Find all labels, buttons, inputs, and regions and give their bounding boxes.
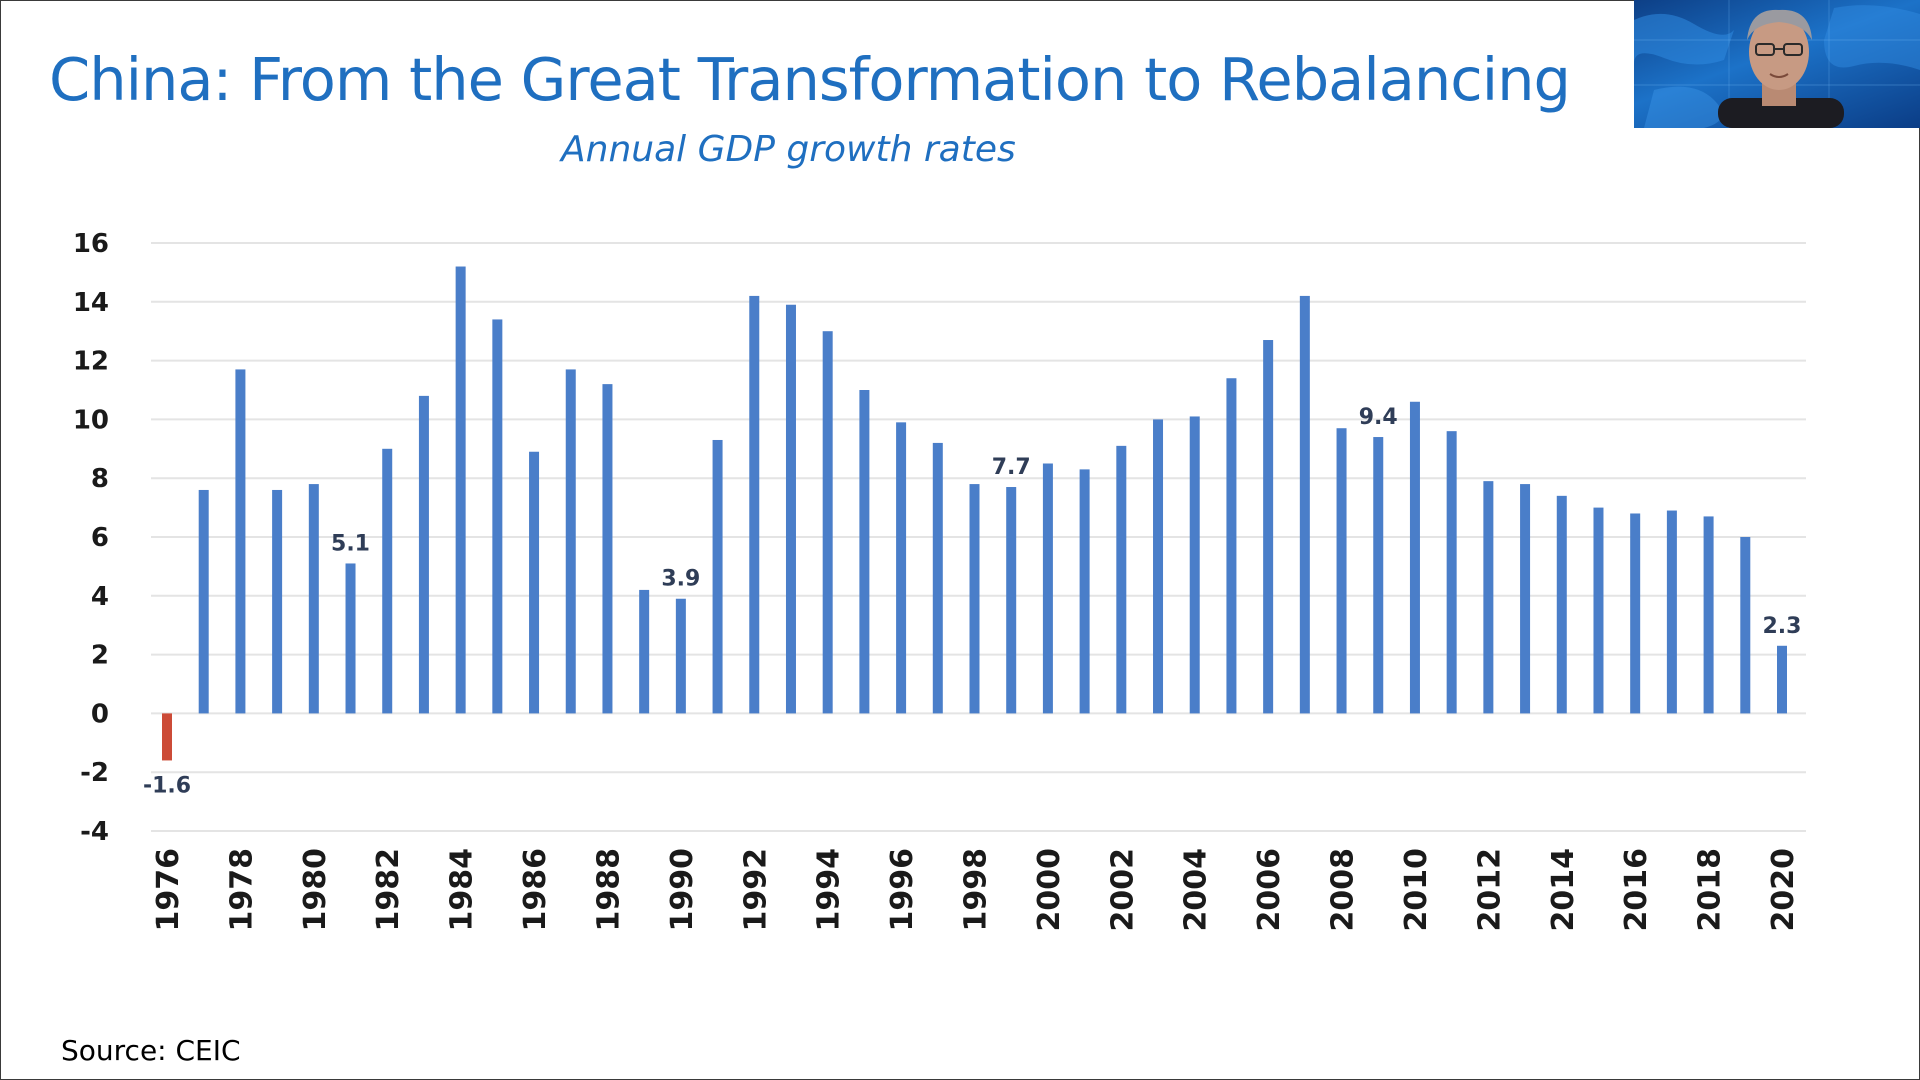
bar-2014 xyxy=(1556,495,1567,714)
y-tick-label: -4 xyxy=(80,817,109,847)
bar-2018 xyxy=(1703,516,1714,714)
data-label-1990: 3.9 xyxy=(661,567,700,592)
x-tick-label: 1998 xyxy=(959,848,994,932)
bar-1977 xyxy=(198,489,209,714)
data-label-1999: 7.7 xyxy=(992,455,1031,480)
bar-2008 xyxy=(1336,428,1347,714)
presenter-webcam xyxy=(1634,0,1920,128)
x-tick-label: 2010 xyxy=(1399,848,1434,932)
bar-2007 xyxy=(1299,295,1310,714)
y-tick-label: 12 xyxy=(73,347,109,377)
bar-1987 xyxy=(565,369,576,714)
bar-2000 xyxy=(1042,463,1053,714)
bar-1994 xyxy=(822,331,833,714)
presenter-video-icon xyxy=(1634,0,1920,128)
bar-1991 xyxy=(712,439,723,714)
bar-1999 xyxy=(1006,487,1017,714)
x-tick-label: 2004 xyxy=(1179,848,1214,932)
source-note: Source: CEIC xyxy=(61,1034,241,1067)
bar-2011 xyxy=(1446,431,1457,714)
data-label-1976: -1.6 xyxy=(143,773,191,798)
bar-1983 xyxy=(418,395,429,714)
x-tick-label: 1976 xyxy=(151,848,186,932)
x-tick-label: 1980 xyxy=(298,848,333,932)
x-tick-label: 1992 xyxy=(738,848,773,932)
bar-2013 xyxy=(1520,484,1531,714)
y-tick-label: 8 xyxy=(91,464,109,494)
bar-2019 xyxy=(1740,537,1751,714)
x-tick-label: 1982 xyxy=(371,848,406,932)
bar-1989 xyxy=(639,589,650,714)
y-tick-label: 14 xyxy=(73,288,109,318)
y-tick-label: 0 xyxy=(91,699,109,729)
bar-1986 xyxy=(529,451,540,714)
bar-2001 xyxy=(1079,469,1090,714)
bar-1979 xyxy=(272,489,283,714)
bar-2006 xyxy=(1263,340,1274,714)
x-tick-label: 2020 xyxy=(1766,848,1801,932)
x-tick-label: 1994 xyxy=(812,848,847,932)
bar-1981 xyxy=(345,563,356,714)
bar-2020 xyxy=(1777,645,1787,714)
bar-2016 xyxy=(1630,513,1641,714)
gdp-growth-bar-chart: 16 14 12 10 8 6 4 2 0 -2 -4 1976 1978 1980 1982 1984 198… xyxy=(73,229,1806,932)
x-tick-label: 2018 xyxy=(1693,848,1728,932)
bar-2002 xyxy=(1116,445,1127,714)
bar-2005 xyxy=(1226,378,1237,714)
bar-2010 xyxy=(1409,401,1420,714)
x-tick-label: 2016 xyxy=(1619,848,1654,932)
bar-1985 xyxy=(492,319,503,714)
x-tick-label: 2014 xyxy=(1546,848,1581,932)
bar-1995 xyxy=(859,390,870,714)
data-label-2020: 2.3 xyxy=(1763,614,1802,639)
bar-1998 xyxy=(969,484,980,714)
x-tick-label: 1986 xyxy=(518,848,553,932)
chart-subtitle: Annual GDP growth rates xyxy=(561,129,1016,170)
x-tick-label: 1996 xyxy=(885,848,920,932)
x-tick-label: 2008 xyxy=(1326,848,1361,932)
x-tick-label: 2012 xyxy=(1472,848,1507,932)
bar-1990 xyxy=(675,598,686,714)
bar-1997 xyxy=(932,442,943,714)
bar-2003 xyxy=(1153,419,1164,714)
x-tick-label: 1990 xyxy=(665,848,700,932)
bar-1988 xyxy=(602,384,613,714)
bar-2017 xyxy=(1666,510,1677,714)
data-label-2009: 9.4 xyxy=(1359,405,1398,430)
bar-1976 xyxy=(162,713,172,761)
bar-1980 xyxy=(308,484,319,714)
y-tick-label: -2 xyxy=(80,758,109,788)
bar-1978 xyxy=(235,369,246,714)
x-tick-label: 1984 xyxy=(445,848,480,932)
bar-1993 xyxy=(785,304,796,714)
y-tick-label: 16 xyxy=(73,229,109,259)
bar-2004 xyxy=(1189,416,1200,714)
x-tick-label: 1988 xyxy=(591,848,626,932)
bar-2012 xyxy=(1483,481,1494,714)
slide-title: China: From the Great Transformation to … xyxy=(49,45,1571,114)
bar-1996 xyxy=(896,422,907,714)
bar-1984 xyxy=(455,266,466,714)
bar-1992 xyxy=(749,295,760,714)
x-tick-label: 2002 xyxy=(1105,848,1140,932)
y-tick-label: 10 xyxy=(73,405,109,435)
y-tick-label: 2 xyxy=(91,641,109,671)
x-tick-label: 2000 xyxy=(1032,848,1067,932)
data-label-1981: 5.1 xyxy=(331,531,370,556)
bar-1982 xyxy=(382,448,393,714)
y-tick-label: 6 xyxy=(91,523,109,553)
y-tick-label: 4 xyxy=(91,582,109,612)
x-tick-label: 1978 xyxy=(224,848,259,932)
bar-2015 xyxy=(1593,507,1604,714)
bar-2009 xyxy=(1373,437,1384,714)
x-tick-label: 2006 xyxy=(1252,848,1287,932)
